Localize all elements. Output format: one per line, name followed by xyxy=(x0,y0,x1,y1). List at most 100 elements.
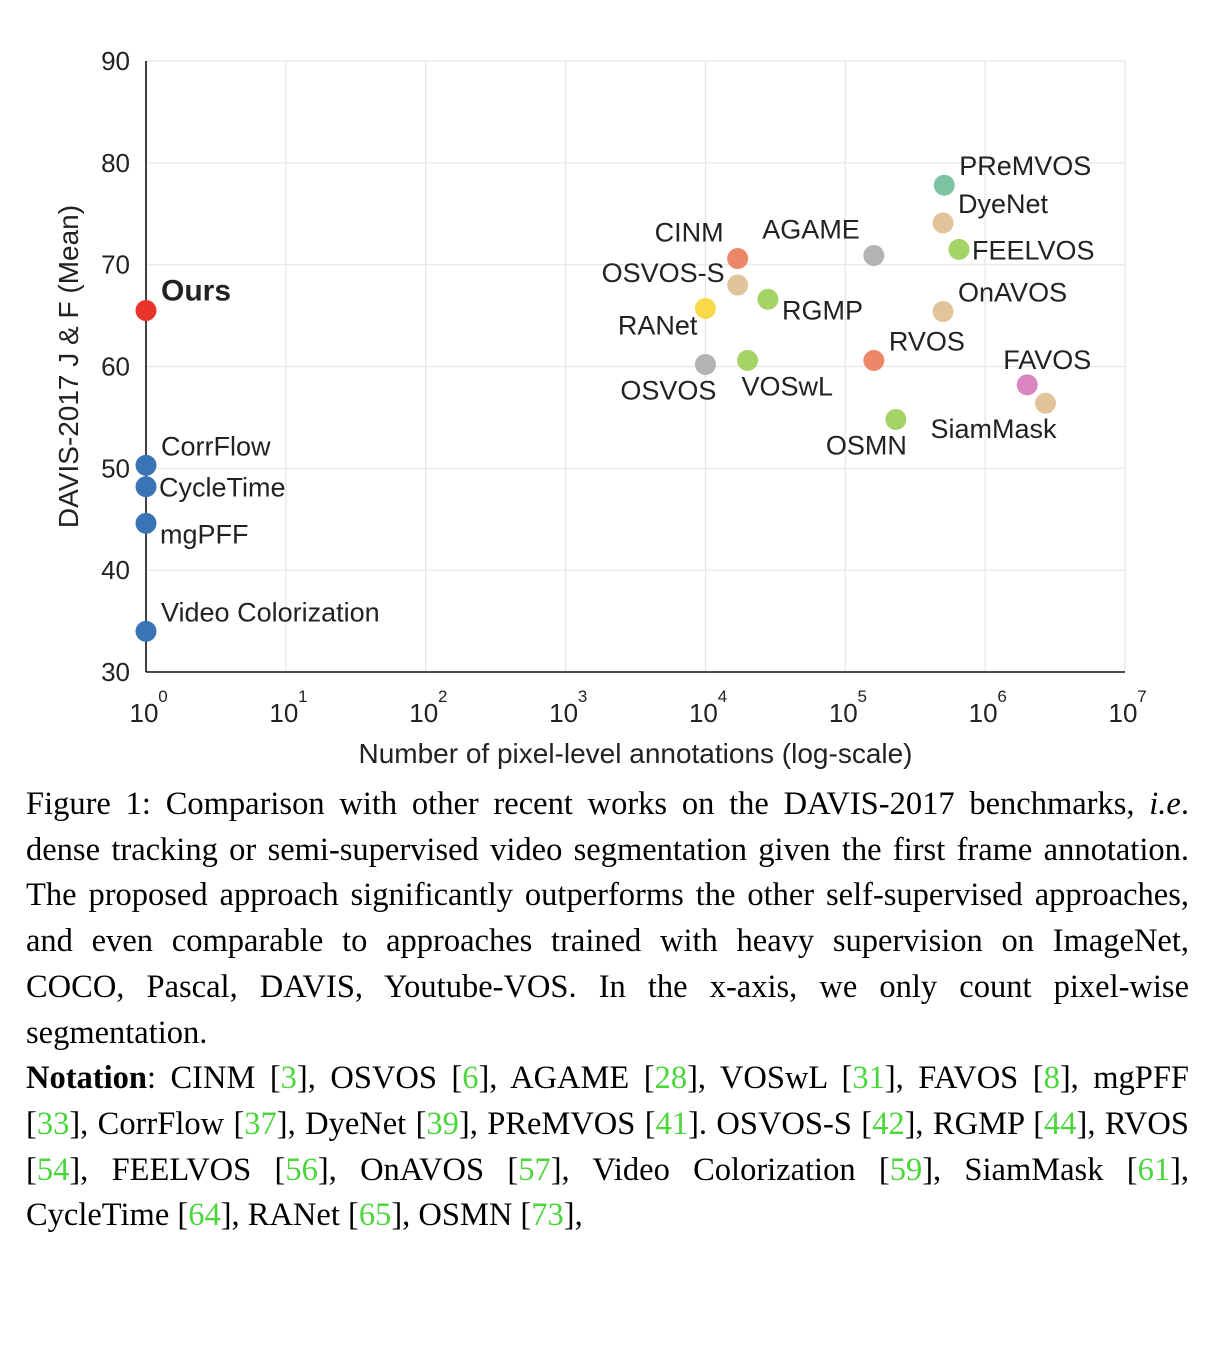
point-label-feelvos: FEELVOS xyxy=(972,235,1095,265)
reference-link[interactable]: 65 xyxy=(358,1197,392,1234)
point-voswl xyxy=(737,349,759,371)
point-label-favos: FAVOS xyxy=(1003,345,1091,375)
point-label-ours: Ours xyxy=(161,274,231,307)
notation-name: PReMVOS [ xyxy=(487,1105,656,1142)
notation-name: OSVOS-S [ xyxy=(716,1105,873,1142)
x-tick-label: 10 xyxy=(269,698,298,728)
notation-close: ], xyxy=(922,1151,942,1188)
x-tick-label: 10 xyxy=(829,698,858,728)
notation-item: CorrFlow [37], xyxy=(98,1106,296,1142)
point-label-cycletime: CycleTime xyxy=(159,473,286,503)
y-tick-label: 40 xyxy=(101,555,130,585)
notation-name: SiamMask [ xyxy=(964,1151,1138,1188)
notation-name: OnAVOS [ xyxy=(360,1151,519,1188)
x-tick-exponent: 5 xyxy=(858,687,867,706)
notation-item: PReMVOS [41]. xyxy=(487,1106,707,1142)
y-tick-label: 30 xyxy=(101,657,130,687)
reference-link[interactable]: 8 xyxy=(1043,1060,1060,1097)
figure-label: Figure 1: xyxy=(26,786,151,822)
point-label-osvos: OSVOS xyxy=(620,375,716,405)
notation-item: Video Colorization [59], xyxy=(592,1152,941,1188)
notation-name: AGAME [ xyxy=(510,1060,655,1097)
x-tick-exponent: 0 xyxy=(158,687,167,706)
notation-name: FAVOS [ xyxy=(918,1060,1044,1097)
notation-item: OSVOS-S [42], xyxy=(716,1106,923,1142)
data-points: Ours CorrFlow CycleTime mgPFF Video Coloriza… xyxy=(135,151,1095,642)
notation-item: VOSwL [31], xyxy=(720,1060,904,1096)
y-tick-label: 60 xyxy=(101,352,130,382)
point-label-siammask: SiamMask xyxy=(930,414,1057,444)
notation-item: CycleTime [64], xyxy=(26,1197,240,1233)
point-onavos xyxy=(932,301,954,323)
notation-name: OSVOS [ xyxy=(330,1060,463,1097)
point-label-agame: AGAME xyxy=(762,215,860,245)
reference-link[interactable]: 44 xyxy=(1044,1105,1077,1142)
reference-link[interactable]: 59 xyxy=(889,1151,923,1188)
point-label-osmn: OSMN xyxy=(826,430,907,460)
point-label-onavos: OnAVOS xyxy=(958,278,1067,308)
notation-item: FAVOS [8], xyxy=(918,1060,1078,1096)
x-tick-label: 10 xyxy=(689,698,718,728)
caption-text-1: Comparison with other recent works on th… xyxy=(150,786,1150,822)
y-ticks: 30 40 50 60 70 80 90 xyxy=(101,46,130,687)
reference-link[interactable]: 37 xyxy=(244,1105,277,1142)
point-label-rvos: RVOS xyxy=(889,326,965,356)
notation-item: DyeNet [39], xyxy=(305,1106,478,1142)
notation-close: ], xyxy=(1170,1151,1190,1188)
notation-close: ], xyxy=(296,1060,316,1097)
notation-item: AGAME [28], xyxy=(510,1060,706,1096)
reference-link[interactable]: 28 xyxy=(654,1060,688,1097)
notation-item: OnAVOS [57], xyxy=(360,1152,570,1188)
reference-link[interactable]: 6 xyxy=(462,1060,479,1097)
point-osvos xyxy=(694,353,716,375)
notation-close: ], xyxy=(1059,1060,1079,1097)
y-axis-label: DAVIS-2017 J & F (Mean) xyxy=(53,205,84,528)
notation-close: ], xyxy=(904,1105,924,1142)
notation-close: ], xyxy=(884,1060,904,1097)
reference-link[interactable]: 61 xyxy=(1137,1151,1171,1188)
caption-ie: i.e xyxy=(1149,786,1181,822)
point-label-rgmp: RGMP xyxy=(782,295,863,325)
reference-link[interactable]: 57 xyxy=(518,1151,551,1188)
notation-close: ], xyxy=(478,1060,498,1097)
notation-item: OSVOS [6], xyxy=(330,1060,497,1096)
reference-link[interactable]: 3 xyxy=(280,1060,297,1097)
x-tick-exponent: 6 xyxy=(997,687,1006,706)
y-tick-label: 70 xyxy=(101,250,130,280)
x-tick-exponent: 3 xyxy=(578,687,587,706)
y-tick-label: 50 xyxy=(101,453,130,483)
point-siammask xyxy=(1034,392,1056,414)
reference-link[interactable]: 39 xyxy=(426,1105,459,1142)
point-label-mgpff: mgPFF xyxy=(160,519,249,549)
reference-link[interactable]: 56 xyxy=(285,1151,318,1188)
notation-close: ]. xyxy=(688,1105,708,1142)
notation-name: RVOS [ xyxy=(26,1105,1189,1188)
notation-name: CINM [ xyxy=(170,1060,281,1097)
reference-link[interactable]: 31 xyxy=(852,1060,885,1097)
point-rvos xyxy=(863,349,885,371)
notation-item: RVOS [54], xyxy=(26,1106,1189,1188)
point-mgpff xyxy=(135,512,157,534)
x-tick-exponent: 7 xyxy=(1137,687,1146,706)
reference-link[interactable]: 42 xyxy=(872,1105,905,1142)
reference-link[interactable]: 64 xyxy=(188,1197,221,1234)
notation-item: RGMP [44], xyxy=(933,1106,1096,1142)
point-cinm xyxy=(727,248,749,270)
x-tick-exponent: 1 xyxy=(298,687,307,706)
point-label-voswl: VOSwL xyxy=(742,371,834,401)
axes xyxy=(145,61,1125,673)
notation-item: SiamMask [61], xyxy=(964,1152,1189,1188)
caption-text-2: . dense tracking or semi-supervised vide… xyxy=(26,786,1189,1051)
reference-link[interactable]: 41 xyxy=(655,1105,689,1142)
reference-link[interactable]: 33 xyxy=(36,1105,70,1142)
notation-name: RGMP [ xyxy=(932,1105,1045,1142)
notation-close: ], xyxy=(563,1197,583,1234)
figure-caption: Figure 1: Comparison with other recent w… xyxy=(26,782,1189,1239)
reference-link[interactable]: 54 xyxy=(36,1151,70,1188)
point-osmn xyxy=(885,408,907,430)
notation-name: CycleTime [ xyxy=(26,1197,189,1234)
reference-link[interactable]: 73 xyxy=(531,1197,564,1234)
point-label-osvos-s: OSVOS-S xyxy=(602,258,725,288)
